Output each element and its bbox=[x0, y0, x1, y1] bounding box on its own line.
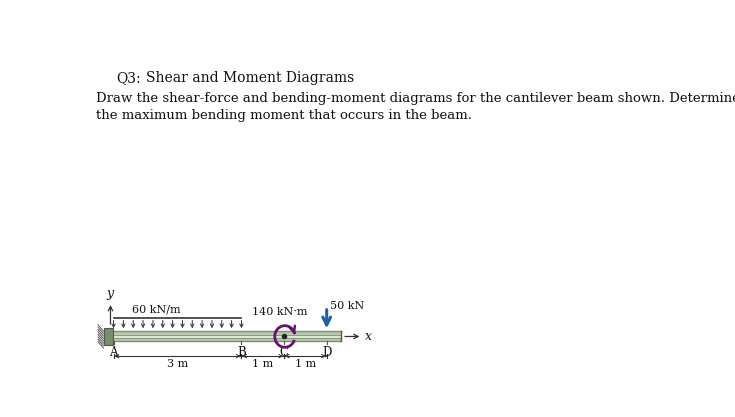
Text: C: C bbox=[279, 346, 289, 359]
Text: 1 m: 1 m bbox=[252, 359, 273, 369]
Text: y: y bbox=[107, 287, 114, 300]
Bar bbox=[104, 328, 112, 345]
Text: A: A bbox=[110, 346, 118, 359]
Text: 60 kN/m: 60 kN/m bbox=[132, 304, 180, 314]
Text: Q3:: Q3: bbox=[117, 71, 141, 85]
Text: D: D bbox=[322, 346, 331, 359]
Text: x: x bbox=[365, 330, 372, 343]
Bar bbox=[114, 335, 340, 338]
Text: 1 m: 1 m bbox=[295, 359, 316, 369]
Text: 50 kN: 50 kN bbox=[330, 301, 364, 311]
Bar bbox=[114, 338, 340, 342]
Text: Shear and Moment Diagrams: Shear and Moment Diagrams bbox=[146, 71, 354, 85]
Text: 3 m: 3 m bbox=[167, 359, 188, 369]
Text: the maximum bending moment that occurs in the beam.: the maximum bending moment that occurs i… bbox=[96, 109, 472, 122]
Text: Draw the shear-force and bending-moment diagrams for the cantilever beam shown. : Draw the shear-force and bending-moment … bbox=[96, 93, 735, 106]
Bar bbox=[114, 332, 340, 335]
Text: 140 kN·m: 140 kN·m bbox=[252, 307, 308, 317]
Text: B: B bbox=[237, 346, 245, 359]
